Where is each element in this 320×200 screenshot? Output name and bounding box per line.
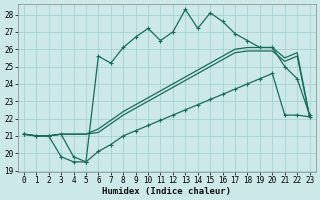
X-axis label: Humidex (Indice chaleur): Humidex (Indice chaleur) — [102, 187, 231, 196]
